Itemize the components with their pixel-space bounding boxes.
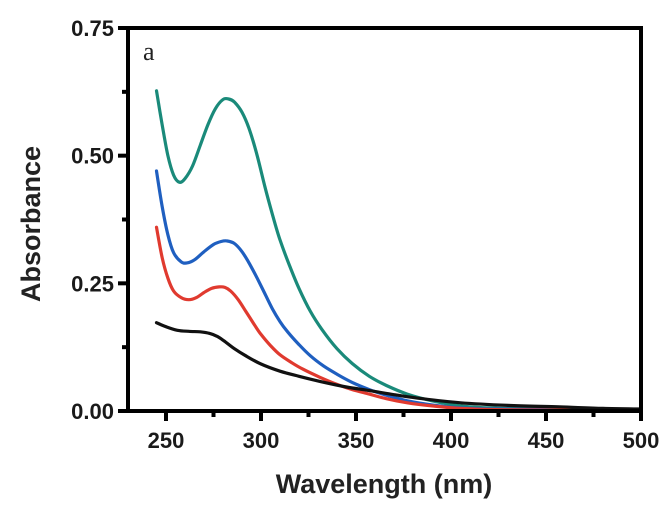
series-line-black bbox=[154, 321, 643, 411]
x-axis-title: Wavelength (nm) bbox=[276, 469, 493, 499]
x-tick-label: 500 bbox=[623, 428, 660, 453]
x-tick-label: 300 bbox=[243, 428, 280, 453]
x-tick-label: 450 bbox=[528, 428, 565, 453]
panel-label: a bbox=[143, 37, 155, 66]
y-axis-ticks: 0.00 0.25 0.50 0.75 bbox=[71, 16, 128, 424]
x-tick-label: 400 bbox=[433, 428, 470, 453]
series-line-teal bbox=[154, 89, 643, 412]
x-tick-label: 350 bbox=[338, 428, 375, 453]
x-axis-ticks: 250 300 350 400 450 500 bbox=[148, 411, 660, 453]
x-tick-label: 250 bbox=[148, 428, 185, 453]
series-layer bbox=[154, 89, 643, 412]
y-tick-label: 0.00 bbox=[71, 399, 114, 424]
plot-frame bbox=[126, 26, 643, 413]
y-tick-label: 0.25 bbox=[71, 271, 114, 296]
y-tick-label: 0.75 bbox=[71, 16, 114, 41]
y-tick-label: 0.50 bbox=[71, 144, 114, 169]
series-line-red bbox=[154, 225, 643, 412]
y-axis-title: Absorbance bbox=[16, 146, 46, 302]
